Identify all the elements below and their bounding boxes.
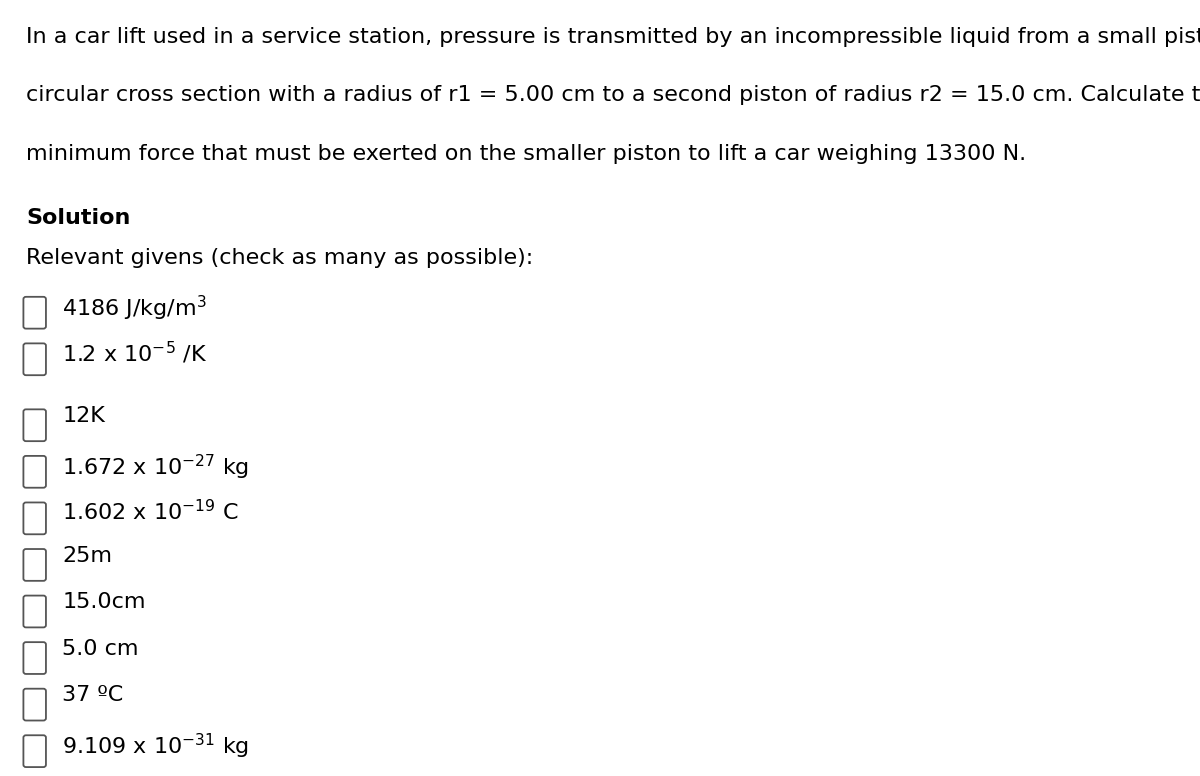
- FancyBboxPatch shape: [24, 296, 46, 329]
- FancyBboxPatch shape: [24, 456, 46, 488]
- Text: 1.2 x 10$^{-5}$ /K: 1.2 x 10$^{-5}$ /K: [62, 340, 208, 366]
- FancyBboxPatch shape: [24, 596, 46, 627]
- FancyBboxPatch shape: [24, 736, 46, 767]
- Text: Solution: Solution: [26, 208, 131, 228]
- Text: minimum force that must be exerted on the smaller piston to lift a car weighing : minimum force that must be exerted on th…: [26, 144, 1026, 164]
- Text: 9.109 x 10$^{-31}$ kg: 9.109 x 10$^{-31}$ kg: [62, 732, 250, 761]
- Text: Relevant givens (check as many as possible):: Relevant givens (check as many as possib…: [26, 248, 533, 268]
- FancyBboxPatch shape: [24, 343, 46, 375]
- FancyBboxPatch shape: [24, 642, 46, 674]
- Text: In a car lift used in a service station, pressure is transmitted by an incompres: In a car lift used in a service station,…: [26, 27, 1200, 47]
- Text: 1.602 x 10$^{-19}$ C: 1.602 x 10$^{-19}$ C: [62, 499, 239, 524]
- Text: 4186 J/kg/m$^{3}$: 4186 J/kg/m$^{3}$: [62, 293, 208, 323]
- Text: circular cross section with a radius of r1 = 5.00 cm to a second piston of radiu: circular cross section with a radius of …: [26, 85, 1200, 106]
- Text: 12K: 12K: [62, 406, 106, 426]
- FancyBboxPatch shape: [24, 549, 46, 580]
- FancyBboxPatch shape: [24, 503, 46, 534]
- Text: 15.0cm: 15.0cm: [62, 592, 146, 612]
- Text: 37 ºC: 37 ºC: [62, 685, 124, 705]
- FancyBboxPatch shape: [24, 689, 46, 720]
- Text: 25m: 25m: [62, 546, 113, 566]
- Text: 1.672 x 10$^{-27}$ kg: 1.672 x 10$^{-27}$ kg: [62, 452, 250, 482]
- FancyBboxPatch shape: [24, 410, 46, 441]
- Text: 5.0 cm: 5.0 cm: [62, 639, 139, 659]
